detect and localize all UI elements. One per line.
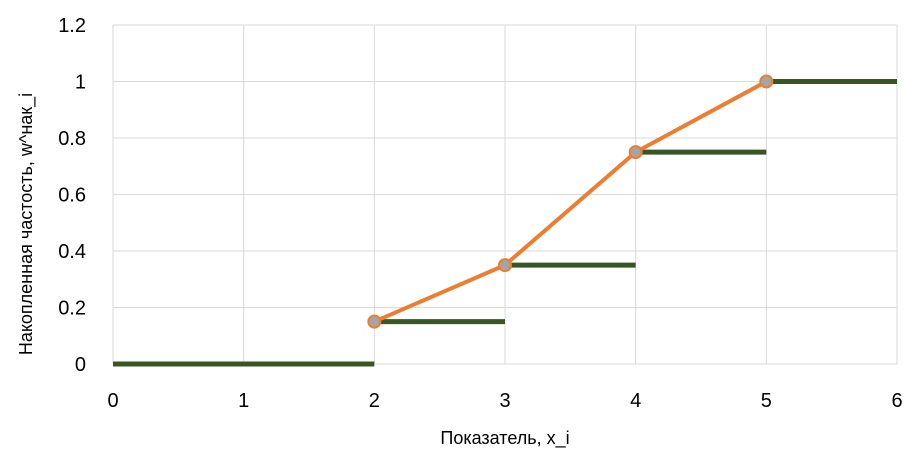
y-axis-ticks: 0 0.2 0.4 0.6 0.8 1 1.2: [58, 15, 86, 376]
x-tick-label: 3: [499, 390, 510, 412]
x-tick-label: 6: [891, 390, 902, 412]
x-axis-ticks: 0 1 2 3 4 5 6: [107, 390, 902, 412]
x-tick-label: 4: [630, 390, 641, 412]
data-point: [498, 258, 512, 273]
data-point: [628, 145, 643, 160]
x-tick-label: 5: [761, 390, 772, 412]
x-tick-label: 2: [369, 390, 380, 412]
x-tick-label: 0: [107, 390, 118, 412]
y-tick-label: 0.2: [58, 298, 86, 320]
y-tick-label: 1: [75, 72, 86, 94]
data-point: [367, 314, 382, 329]
cumulative-line: [372, 79, 769, 324]
x-tick-label: 1: [238, 390, 249, 412]
y-tick-label: 1.2: [58, 15, 86, 37]
y-tick-label: 0: [75, 354, 86, 376]
y-axis-title: Накопленная частость, w^нак_i: [16, 93, 37, 355]
grid: [112, 24, 898, 365]
y-tick-label: 0.8: [58, 128, 86, 150]
x-axis-title: Показатель, x_i: [440, 428, 569, 449]
plot-series: [113, 74, 897, 367]
y-tick-label: 0.6: [58, 185, 86, 207]
y-tick-label: 0.4: [58, 241, 86, 263]
data-point: [759, 74, 774, 89]
